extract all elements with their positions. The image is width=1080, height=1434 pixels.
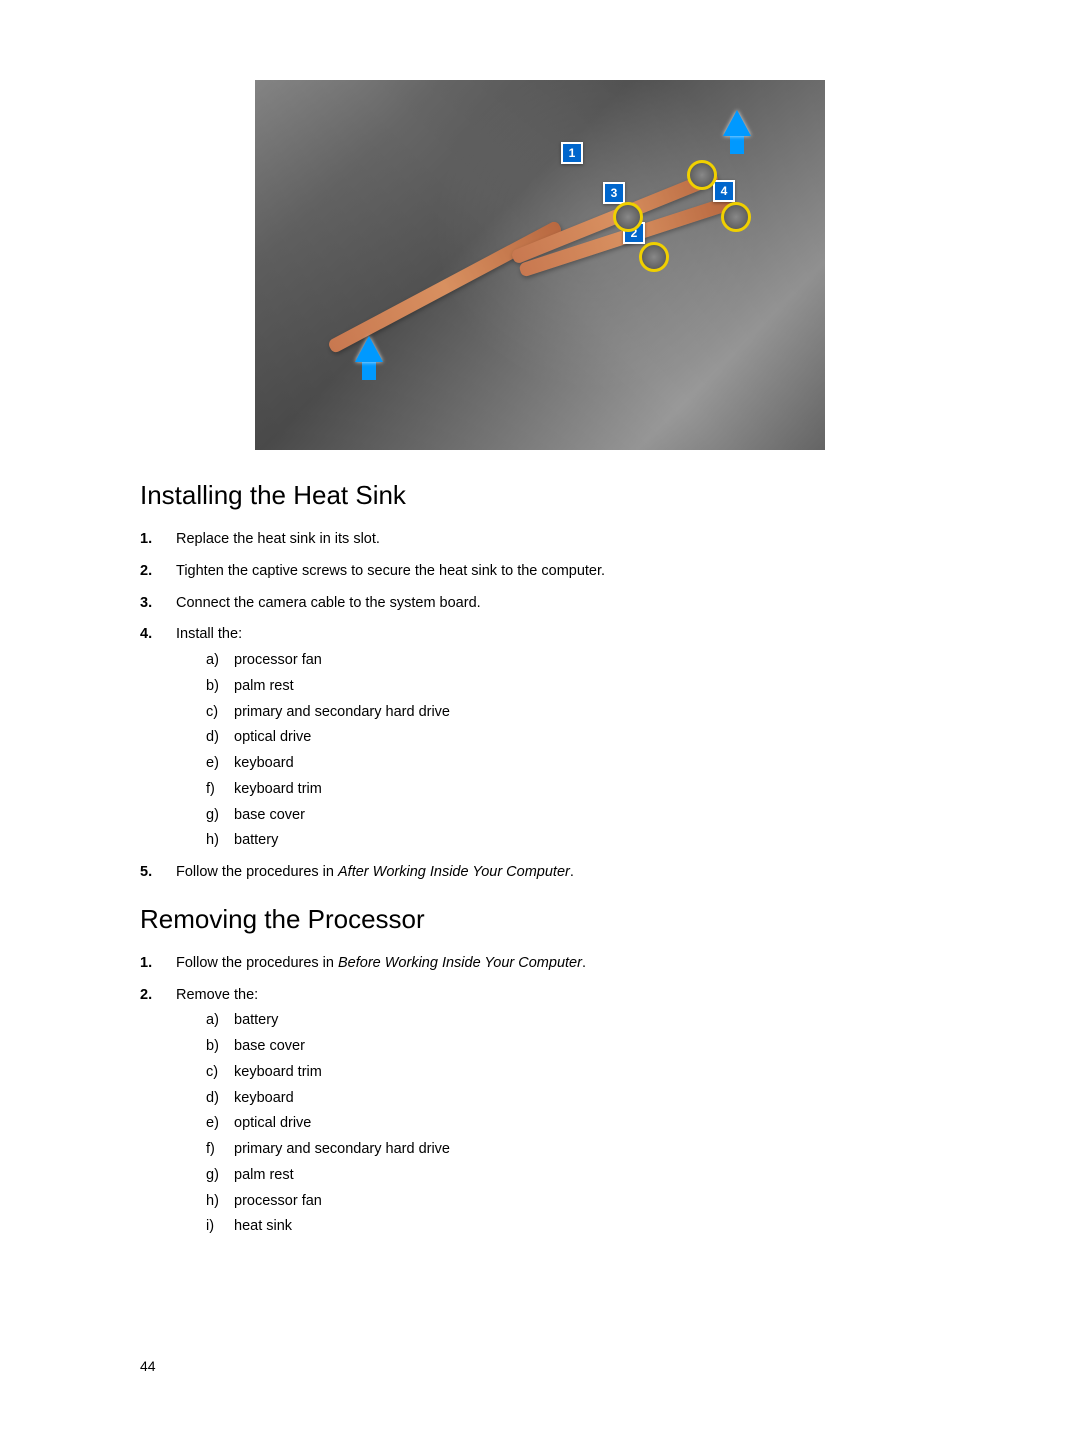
arrow-icon	[355, 336, 383, 362]
step-text: Follow the procedures in	[176, 864, 338, 880]
step-item: Follow the procedures in Before Working …	[140, 953, 940, 975]
substep-item: palm rest	[206, 1165, 940, 1187]
arrow-icon	[730, 134, 744, 154]
step-text: Tighten the captive screws to secure the…	[176, 563, 605, 579]
substep-list: battery base cover keyboard trim keyboard op…	[206, 1010, 940, 1238]
figure-callout: 4	[713, 180, 735, 202]
italic-reference: Before Working Inside Your Computer	[338, 955, 582, 971]
screw-marker	[687, 160, 717, 190]
step-tail: .	[582, 955, 586, 971]
substep-item: processor fan	[206, 650, 940, 672]
substep-item: optical drive	[206, 727, 940, 749]
substep-item: keyboard	[206, 1088, 940, 1110]
section-heading: Removing the Processor	[140, 904, 940, 935]
figure-callout: 1	[561, 142, 583, 164]
substep-item: primary and secondary hard drive	[206, 1139, 940, 1161]
substep-item: processor fan	[206, 1191, 940, 1213]
step-item: Tighten the captive screws to secure the…	[140, 561, 940, 583]
screw-marker	[613, 202, 643, 232]
step-tail: .	[570, 864, 574, 880]
step-list: Replace the heat sink in its slot. Tighte…	[140, 529, 940, 884]
figure-callout: 3	[603, 182, 625, 204]
screw-marker	[639, 242, 669, 272]
substep-item: primary and secondary hard drive	[206, 702, 940, 724]
substep-list: processor fan palm rest primary and second…	[206, 650, 940, 852]
section-heading: Installing the Heat Sink	[140, 480, 940, 511]
substep-item: palm rest	[206, 676, 940, 698]
substep-item: base cover	[206, 1036, 940, 1058]
step-item: Follow the procedures in After Working I…	[140, 862, 940, 884]
step-item: Replace the heat sink in its slot.	[140, 529, 940, 551]
step-text: Remove the:	[176, 987, 258, 1003]
substep-item: base cover	[206, 805, 940, 827]
arrow-icon	[723, 110, 751, 136]
step-text: Install the:	[176, 626, 242, 642]
step-text: Replace the heat sink in its slot.	[176, 531, 380, 547]
page-content: 1234 Installing the Heat SinkReplace the…	[0, 0, 1080, 1288]
step-list: Follow the procedures in Before Working …	[140, 953, 940, 1238]
substep-item: battery	[206, 1010, 940, 1032]
italic-reference: After Working Inside Your Computer	[338, 864, 570, 880]
heatsink-figure: 1234	[255, 80, 825, 450]
step-text: Connect the camera cable to the system b…	[176, 595, 481, 611]
step-item: Connect the camera cable to the system b…	[140, 593, 940, 615]
substep-item: optical drive	[206, 1113, 940, 1135]
arrow-icon	[362, 360, 376, 380]
screw-marker	[721, 202, 751, 232]
step-item: Remove the: battery base cover keyboard tri…	[140, 985, 940, 1239]
substep-item: keyboard trim	[206, 1062, 940, 1084]
substep-item: keyboard trim	[206, 779, 940, 801]
page-number: 44	[140, 1358, 156, 1374]
substep-item: heat sink	[206, 1216, 940, 1238]
step-text: Follow the procedures in	[176, 955, 338, 971]
heatpipe	[327, 220, 563, 354]
step-item: Install the: processor fan palm rest primar…	[140, 624, 940, 852]
substep-item: battery	[206, 830, 940, 852]
substep-item: keyboard	[206, 753, 940, 775]
